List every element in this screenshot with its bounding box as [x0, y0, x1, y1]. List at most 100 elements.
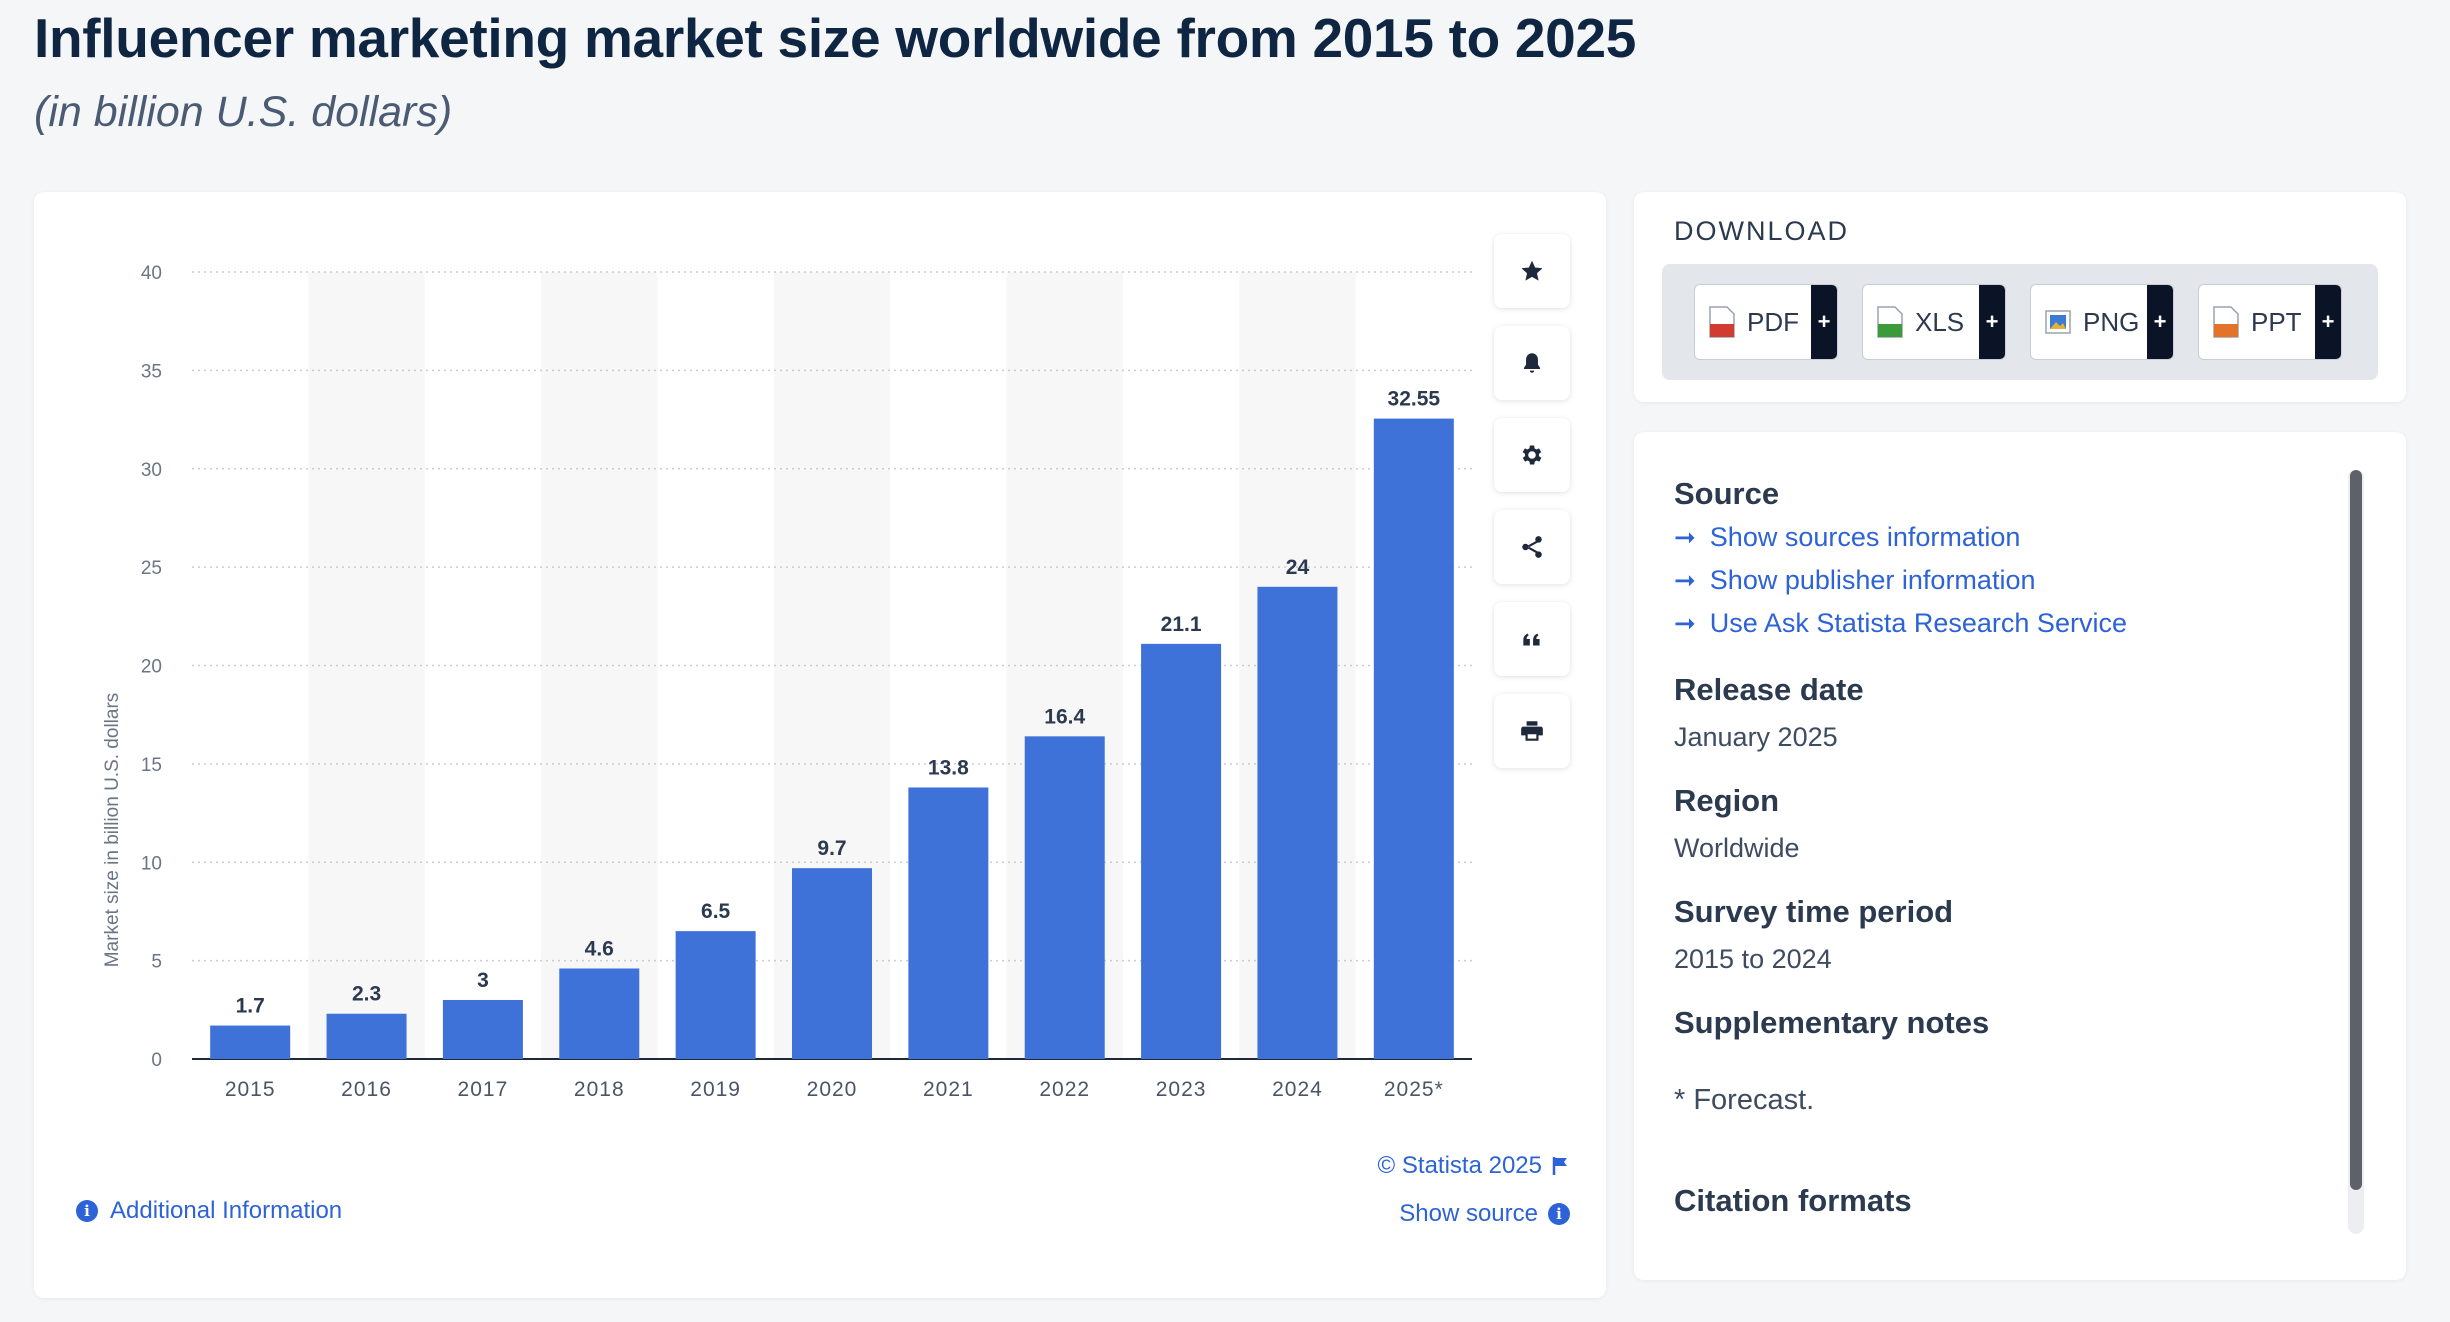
scroll-fade	[1634, 1212, 2334, 1280]
additional-information-text: Additional Information	[110, 1197, 343, 1224]
y-tick-label: 20	[141, 657, 162, 678]
bar	[908, 787, 989, 1059]
data-label: 6.5	[701, 900, 731, 923]
y-axis-label: Market size in billion U.S. dollars	[102, 693, 123, 968]
page-subtitle: (in billion U.S. dollars)	[34, 88, 453, 136]
x-tick-label: 2019	[690, 1078, 741, 1101]
download-heading: DOWNLOAD	[1674, 216, 1850, 246]
flag-icon	[1552, 1157, 1567, 1175]
column-band	[541, 272, 658, 1059]
x-tick-label: 2015	[225, 1078, 276, 1101]
ppt-options-button[interactable]: +	[2315, 285, 2341, 359]
favorite-button[interactable]	[1494, 234, 1570, 308]
png-options-button[interactable]: +	[2147, 285, 2173, 359]
x-tick-label: 2023	[1156, 1078, 1207, 1101]
y-tick-label: 0	[151, 1050, 162, 1071]
source-heading: Source	[1674, 476, 1780, 511]
xls-options-button[interactable]: +	[1979, 285, 2005, 359]
x-tick-label: 2020	[807, 1078, 858, 1101]
share-icon	[1522, 536, 1542, 558]
additional-information-link[interactable]: i Additional Information	[76, 1197, 342, 1225]
cite-button[interactable]	[1494, 602, 1570, 676]
region-heading: Region	[1674, 783, 1780, 818]
data-label: 24	[1286, 556, 1310, 579]
details-card: Source ➞ Show sources information ➞ Show…	[1634, 432, 2406, 1280]
show-sources-link[interactable]: ➞ Show sources information	[1674, 522, 2020, 553]
y-tick-label: 40	[141, 263, 162, 284]
download-ppt-button[interactable]: PPT +	[2198, 284, 2342, 360]
data-label: 16.4	[1044, 705, 1085, 728]
ask-statista-link[interactable]: ➞ Use Ask Statista Research Service	[1674, 608, 2127, 639]
supplementary-notes-heading: Supplementary notes	[1674, 1005, 1990, 1040]
png-file-icon	[2045, 306, 2071, 338]
y-tick-label: 30	[141, 460, 162, 481]
y-tick-label: 25	[141, 558, 162, 579]
survey-period-heading: Survey time period	[1674, 894, 1954, 929]
x-tick-label: 2016	[341, 1078, 392, 1101]
bar	[559, 968, 640, 1059]
scrollbar-thumb[interactable]	[2350, 470, 2362, 1190]
show-source-text: Show source	[1399, 1200, 1538, 1227]
bar-chart: 0 5 10 15 20 25 30 35 40 1.7 2.3 3 4.6 6.5 9.7 13.8 16.…	[102, 263, 1472, 1101]
arrow-right-icon: ➞	[1674, 565, 1696, 595]
x-tick-label: 2022	[1039, 1078, 1090, 1101]
star-icon	[1521, 260, 1543, 281]
bar	[675, 931, 756, 1059]
bell-icon	[1523, 353, 1541, 373]
bar	[442, 999, 523, 1059]
release-date-value: January 2025	[1674, 722, 1838, 752]
data-label: 21.1	[1161, 613, 1202, 636]
data-label: 32.55	[1388, 388, 1441, 411]
survey-period-value: 2015 to 2024	[1674, 944, 1832, 974]
data-label: 4.6	[585, 937, 614, 960]
y-tick-label: 5	[151, 952, 162, 973]
bar	[1373, 418, 1454, 1059]
y-tick-label: 15	[141, 755, 162, 776]
show-publisher-link[interactable]: ➞ Show publisher information	[1674, 565, 2035, 596]
png-label: PNG	[2083, 306, 2140, 337]
statista-credit[interactable]: © Statista 2025	[1378, 1152, 1570, 1180]
bar	[1024, 736, 1105, 1059]
xls-file-icon	[1877, 306, 1903, 338]
region-value: Worldwide	[1674, 833, 1800, 863]
bar	[792, 868, 872, 1059]
bar	[326, 1013, 407, 1059]
show-source-link[interactable]: Show source i	[1399, 1200, 1570, 1228]
info-icon: i	[1548, 1203, 1570, 1225]
pdf-options-button[interactable]: +	[1811, 285, 1837, 359]
bar	[1257, 586, 1338, 1059]
ppt-label: PPT	[2251, 306, 2302, 337]
x-tick-label: 2021	[923, 1078, 974, 1101]
xls-label: XLS	[1915, 306, 1965, 337]
download-pdf-button[interactable]: PDF +	[1694, 284, 1838, 360]
download-png-button[interactable]: PNG +	[2030, 284, 2174, 360]
data-label: 13.8	[928, 756, 969, 779]
page-title: Influencer marketing market size worldwi…	[34, 7, 1637, 69]
x-tick-label: 2017	[458, 1078, 509, 1101]
pdf-file-icon	[1709, 306, 1735, 338]
download-xls-button[interactable]: XLS +	[1862, 284, 2006, 360]
share-button[interactable]	[1494, 510, 1570, 584]
arrow-right-icon: ➞	[1674, 522, 1696, 552]
supplementary-notes-value: * Forecast.	[1674, 1084, 1815, 1116]
download-card: DOWNLOAD PDF + XLS + PNG + P	[1634, 192, 2406, 402]
bar	[210, 1025, 291, 1059]
settings-button[interactable]	[1494, 418, 1570, 492]
bar	[1141, 643, 1222, 1059]
info-icon: i	[76, 1200, 98, 1222]
download-tray: PDF + XLS + PNG + PPT +	[1662, 264, 2378, 380]
x-tick-label: 2018	[574, 1078, 625, 1101]
gear-icon	[1522, 445, 1542, 465]
x-tick-label: 2024	[1272, 1078, 1323, 1101]
y-tick-label: 35	[141, 361, 162, 382]
arrow-right-icon: ➞	[1674, 608, 1696, 638]
credit-text: © Statista 2025	[1377, 1152, 1542, 1179]
data-label: 2.3	[352, 983, 381, 1006]
data-label: 9.7	[817, 837, 846, 860]
notification-button[interactable]	[1494, 326, 1570, 400]
data-label: 3	[477, 969, 489, 992]
release-date-heading: Release date	[1674, 672, 1864, 707]
chart-card: 0 5 10 15 20 25 30 35 40 1.7 2.3 3 4.6 6.5 9.7 13.8 16.…	[34, 192, 1606, 1298]
print-button[interactable]	[1494, 694, 1570, 768]
x-tick-label: 2025*	[1384, 1078, 1444, 1101]
